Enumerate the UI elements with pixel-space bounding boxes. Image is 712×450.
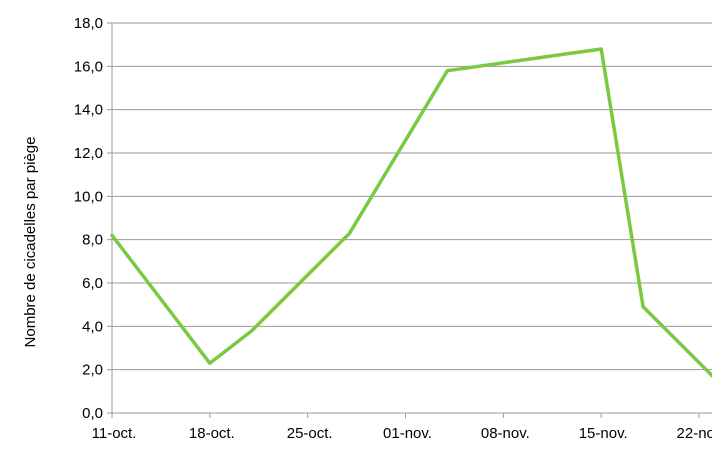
gridlines xyxy=(112,22,712,371)
y-tick-label: 18,0 xyxy=(74,15,103,32)
x-tick-label: 18-oct. xyxy=(189,425,235,442)
series-line xyxy=(110,47,712,378)
y-tick-label: 10,0 xyxy=(74,188,103,205)
y-tick-label: 4,0 xyxy=(82,318,103,335)
y-tick-label: 14,0 xyxy=(74,102,103,119)
y-tick-label: 6,0 xyxy=(82,275,103,292)
x-tick-label: 15-nov. xyxy=(579,425,628,442)
y-tick-label: 8,0 xyxy=(82,232,103,249)
y-tick-labels: 0,0 2,0 4,0 6,0 8,0 10,0 12,0 14,0 16,0 18,0 xyxy=(74,15,103,422)
y-tick-label: 2,0 xyxy=(82,362,103,379)
x-tick-label: 01-nov. xyxy=(383,425,432,442)
x-tick-label: 22-nov. xyxy=(677,425,712,442)
y-tick-label: 16,0 xyxy=(74,58,103,75)
y-axis-label: Nombre de cicadelles par piège xyxy=(22,137,39,348)
x-tick-label: 08-nov. xyxy=(481,425,530,442)
axes xyxy=(107,22,712,418)
y-tick-label: 12,0 xyxy=(74,145,103,162)
x-tick-label: 11-oct. xyxy=(92,425,137,442)
x-tick-labels: 11-oct. 18-oct. 25-oct. 01-nov. 08-nov. 15-no… xyxy=(92,425,712,442)
series-lines xyxy=(110,47,712,378)
x-tick-label: 25-oct. xyxy=(287,425,333,442)
y-tick-label: 0,0 xyxy=(82,405,103,422)
